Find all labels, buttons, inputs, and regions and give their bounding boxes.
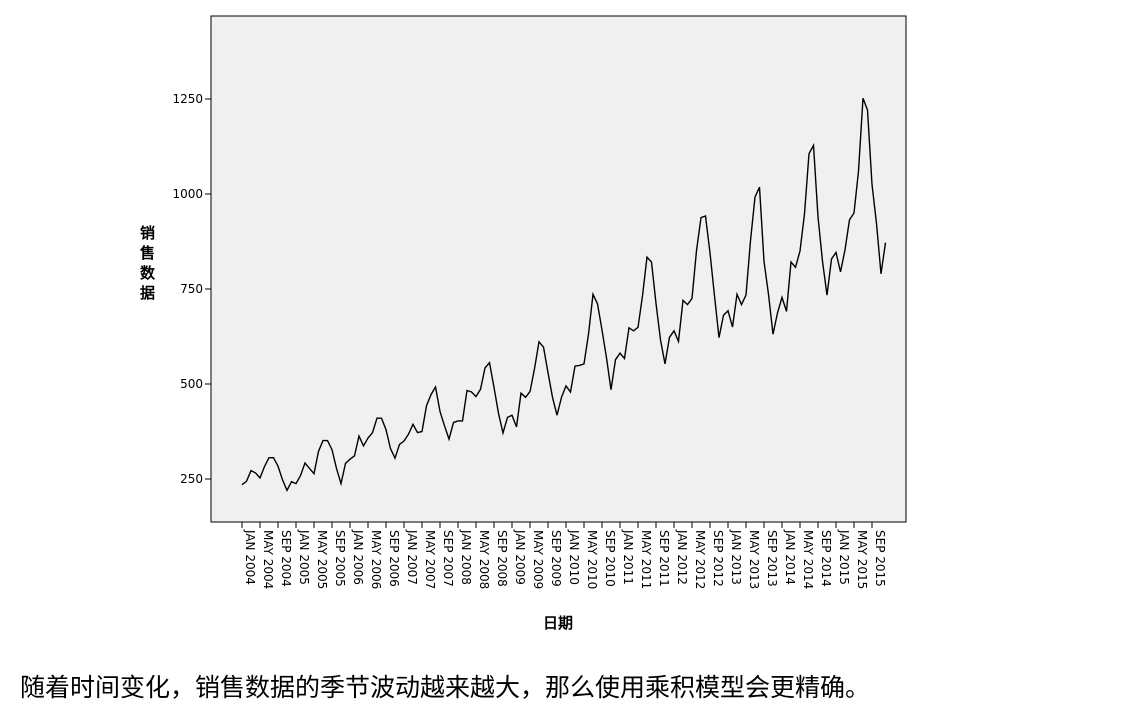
x-tick-label: SEP 2015 <box>873 530 887 587</box>
y-tick-label: 750 <box>180 282 203 296</box>
x-axis: JAN 2004 MAY 2004 SEP 2004 JAN 2005 MAY 2005… <box>241 522 887 589</box>
x-tick-label: SEP 2012 <box>711 530 725 587</box>
x-tick-label: JAN 2007 <box>405 529 419 585</box>
x-tick-label: JAN 2009 <box>513 529 527 585</box>
x-tick-label: JAN 2006 <box>351 529 365 585</box>
x-tick-label: SEP 2010 <box>603 530 617 587</box>
x-tick-label: JAN 2013 <box>729 529 743 585</box>
x-tick-label: SEP 2008 <box>495 530 509 587</box>
x-tick-label: SEP 2009 <box>549 530 563 587</box>
x-tick-label: SEP 2004 <box>279 530 293 587</box>
x-tick-label: MAY 2013 <box>747 530 761 589</box>
x-tick-label: MAY 2011 <box>639 530 653 589</box>
x-tick-label: SEP 2005 <box>333 530 347 587</box>
x-tick-label: JAN 2011 <box>621 529 635 585</box>
x-tick-label: JAN 2005 <box>297 529 311 585</box>
y-axis-title: 销售数据 <box>140 224 156 302</box>
y-tick-label: 1250 <box>172 92 203 106</box>
y-tick-label: 500 <box>180 377 203 391</box>
x-tick-label: JAN 2012 <box>675 529 689 585</box>
plot-area <box>210 15 907 523</box>
x-tick-label: MAY 2010 <box>585 530 599 589</box>
x-tick-label: MAY 2007 <box>423 530 437 589</box>
x-tick-label: SEP 2006 <box>387 530 401 587</box>
x-tick-label: SEP 2013 <box>765 530 779 587</box>
x-tick-label: MAY 2004 <box>261 530 275 589</box>
x-axis-title: 日期 <box>543 614 573 632</box>
x-tick-label: MAY 2015 <box>855 530 869 589</box>
x-tick-label: MAY 2005 <box>315 530 329 589</box>
line-chart: 250 500 750 1000 1250 JAN 2004 MAY 2004 SEP 20… <box>140 15 907 632</box>
x-tick-label: SEP 2014 <box>819 530 833 587</box>
x-tick-label: SEP 2007 <box>441 530 455 587</box>
y-tick-label: 1000 <box>172 187 203 201</box>
y-tick-label: 250 <box>180 472 203 486</box>
x-tick-label: JAN 2004 <box>243 529 257 585</box>
x-tick-label: MAY 2014 <box>801 530 815 589</box>
x-tick-label: JAN 2010 <box>567 529 581 585</box>
y-axis: 250 500 750 1000 1250 <box>172 92 211 486</box>
x-tick-label: SEP 2011 <box>657 530 671 587</box>
caption-text: 随着时间变化，销售数据的季节波动越来越大，那么使用乘积模型会更精确。 <box>20 673 871 702</box>
x-tick-label: MAY 2008 <box>477 530 491 589</box>
x-tick-label: JAN 2015 <box>837 529 851 585</box>
x-tick-label: MAY 2006 <box>369 530 383 589</box>
x-tick-label: MAY 2009 <box>531 530 545 589</box>
sales-series-line <box>241 97 887 493</box>
x-tick-label: JAN 2014 <box>783 529 797 585</box>
x-tick-label: MAY 2012 <box>693 530 707 589</box>
x-tick-label: JAN 2008 <box>459 529 473 585</box>
